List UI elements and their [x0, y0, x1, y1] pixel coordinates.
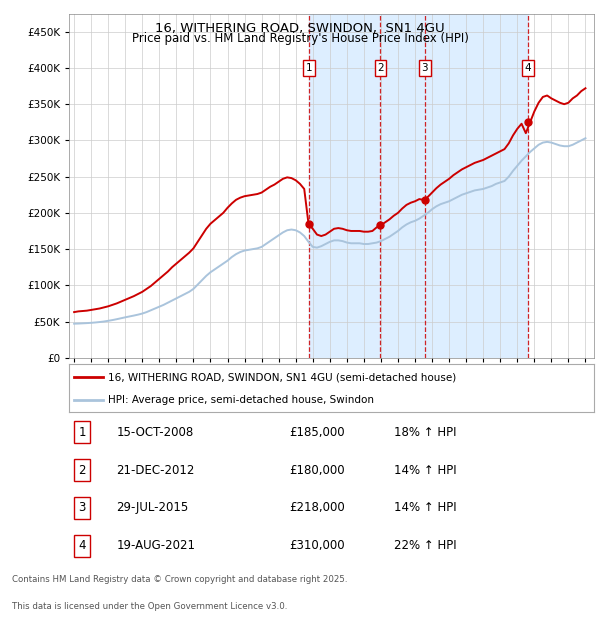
Text: 16, WITHERING ROAD, SWINDON,  SN1 4GU: 16, WITHERING ROAD, SWINDON, SN1 4GU: [155, 22, 445, 35]
Text: 14% ↑ HPI: 14% ↑ HPI: [395, 502, 457, 515]
Text: £218,000: £218,000: [290, 502, 345, 515]
Text: 15-OCT-2008: 15-OCT-2008: [116, 425, 193, 438]
Text: 16, WITHERING ROAD, SWINDON, SN1 4GU (semi-detached house): 16, WITHERING ROAD, SWINDON, SN1 4GU (se…: [109, 373, 457, 383]
Text: 4: 4: [525, 63, 532, 73]
Text: 3: 3: [422, 63, 428, 73]
Text: This data is licensed under the Open Government Licence v3.0.: This data is licensed under the Open Gov…: [12, 601, 287, 611]
Text: 14% ↑ HPI: 14% ↑ HPI: [395, 464, 457, 477]
Text: 1: 1: [306, 63, 313, 73]
Text: 4: 4: [79, 539, 86, 552]
Text: HPI: Average price, semi-detached house, Swindon: HPI: Average price, semi-detached house,…: [109, 395, 374, 405]
Text: 18% ↑ HPI: 18% ↑ HPI: [395, 425, 457, 438]
Text: 3: 3: [79, 502, 86, 515]
Text: 2: 2: [377, 63, 384, 73]
Bar: [309, 14, 528, 358]
Text: 22% ↑ HPI: 22% ↑ HPI: [395, 539, 457, 552]
Text: 21-DEC-2012: 21-DEC-2012: [116, 464, 194, 477]
Text: £185,000: £185,000: [290, 425, 345, 438]
Text: 1: 1: [79, 425, 86, 438]
Text: £180,000: £180,000: [290, 464, 345, 477]
Text: 19-AUG-2021: 19-AUG-2021: [116, 539, 195, 552]
Text: Contains HM Land Registry data © Crown copyright and database right 2025.: Contains HM Land Registry data © Crown c…: [12, 575, 347, 584]
Text: 29-JUL-2015: 29-JUL-2015: [116, 502, 188, 515]
Text: 2: 2: [79, 464, 86, 477]
Text: £310,000: £310,000: [290, 539, 345, 552]
Text: Price paid vs. HM Land Registry's House Price Index (HPI): Price paid vs. HM Land Registry's House …: [131, 32, 469, 45]
